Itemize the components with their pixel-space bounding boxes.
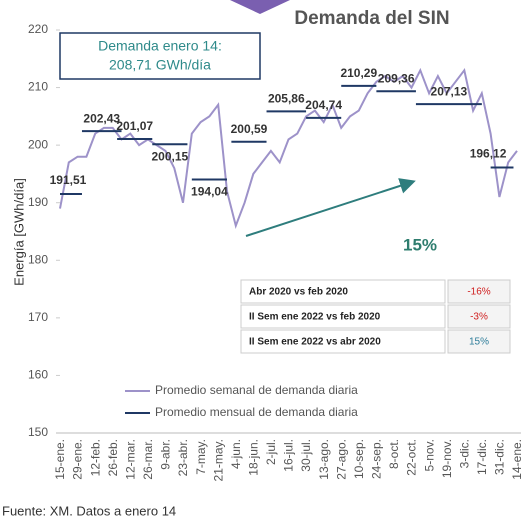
x-tick-label: 26-mar. [141,439,155,480]
data-label: 201,07 [116,119,153,133]
y-tick-label: 160 [28,368,48,382]
table-cell [447,329,511,354]
x-tick-label: 19-nov. [440,439,454,478]
x-tick-label: 13-ago. [317,439,331,480]
y-tick-label: 150 [28,425,48,439]
x-tick-label: 17-dic. [475,439,489,475]
x-tick-label: 12-feb. [88,439,102,476]
table-value: -16% [467,287,490,298]
table-text: Abr 2020 vs feb 2020 [249,287,348,298]
x-tick-label: 8-oct. [387,439,401,469]
x-tick-label: 2-jul. [264,439,278,465]
y-tick-label: 200 [28,137,48,151]
weekly-line [59,67,518,229]
x-tick-label: 26-feb. [106,439,120,476]
table-value: -3% [470,312,488,323]
x-tick-label: 23-abr. [176,439,190,476]
info-text: 208,71 GWh/día [109,57,211,73]
chart-title: Demanda del SIN [294,8,449,29]
source: Fuente: XM. Datos a enero 14 [2,503,176,518]
y-tick-label: 220 [28,22,48,36]
x-tick-label: 22-oct. [405,439,419,476]
data-label: 202,43 [83,111,120,125]
data-label: 196,12 [470,147,507,161]
data-label: 209,36 [378,71,415,85]
table-cell [447,279,511,304]
data-label: 200,59 [231,122,268,136]
y-axis-label: Energía [GWh/día] [11,178,26,286]
data-label: 205,86 [268,92,305,106]
table-text: II Sem ene 2022 vs feb 2020 [249,312,381,323]
x-tick-label: 27-ago. [334,439,348,480]
x-tick-label: 29-ene. [71,439,85,480]
x-tick-label: 3-dic. [457,439,471,468]
table-cell [240,329,446,354]
table-value: 15% [469,337,489,348]
x-tick-label: 7-may. [194,439,208,475]
growth-label: 15% [403,235,437,254]
legend-label: Promedio mensual de demanda diaria [155,405,358,419]
y-tick-label: 210 [28,80,48,94]
data-label: 207,13 [431,84,468,98]
table-cell [240,279,446,304]
x-tick-label: 24-sep. [370,439,384,479]
x-tick-label: 5-nov. [422,439,436,471]
x-tick-label: 18-jun. [247,439,261,476]
x-tick-label: 21-may. [211,439,225,481]
x-tick-label: 15-ene. [53,439,67,480]
x-tick-label: 12-mar. [123,439,137,480]
x-tick-label: 10-sep. [352,439,366,479]
y-tick-label: 180 [28,252,48,266]
info-text: Demanda enero 14: [98,38,222,54]
info-box [59,32,261,80]
data-label: 204,74 [305,98,342,112]
table-cell [447,304,511,329]
x-tick-label: 16-jul. [282,439,296,472]
y-tick-label: 190 [28,195,48,209]
x-tick-label: 30-jul. [299,439,313,472]
x-tick-label: 31-dic. [493,439,507,475]
data-label: 194,04 [191,185,228,199]
table-cell [240,304,446,329]
x-tick-label: 9-abr. [159,439,173,470]
legend-label: Promedio semanal de demanda diaria [155,383,358,397]
x-tick-label: 4-jun. [229,439,243,469]
decor [230,0,290,14]
y-tick-label: 170 [28,310,48,324]
x-tick-label: 14-ene. [510,439,523,480]
data-label: 210,29 [340,66,377,80]
trend-arrow [245,178,416,237]
data-label: 200,15 [152,149,189,163]
data-label: 191,51 [50,173,87,187]
table-text: II Sem ene 2022 vs abr 2020 [249,337,381,348]
